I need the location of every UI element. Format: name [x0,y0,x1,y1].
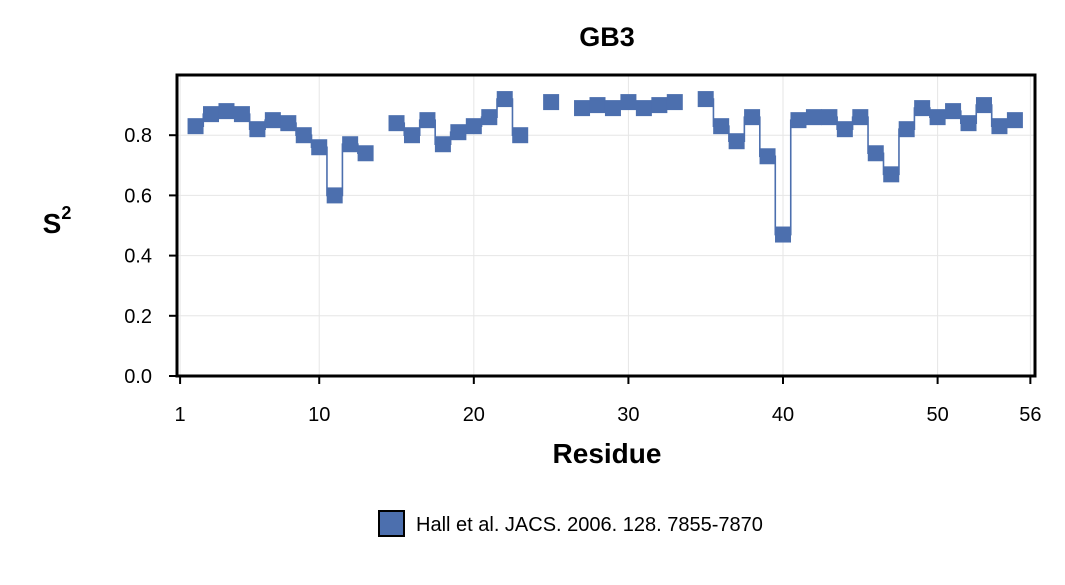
data-point [898,121,915,138]
data-point [434,136,451,153]
legend: Hall et al. JACS. 2006. 128. 7855-7870 [378,510,763,537]
data-point [450,124,467,141]
data-point [790,112,807,129]
data-point [914,100,931,117]
y-axis-label-superscript: 2 [61,203,71,223]
data-point [759,148,776,165]
data-point [852,109,869,126]
data-point [929,109,946,126]
data-point [403,127,420,144]
data-point [574,100,591,117]
data-point [187,118,204,135]
x-tick-label: 56 [1019,404,1041,426]
data-point [388,115,405,132]
x-tick-label: 40 [772,404,794,426]
data-point [620,94,637,111]
data-point [249,121,266,138]
data-point [1006,112,1023,129]
data-point [651,97,668,114]
data-point [805,109,822,126]
data-point [666,94,683,111]
data-point [280,115,297,132]
data-point [512,127,529,144]
plot-series [187,91,1023,243]
data-point [883,166,900,183]
data-point [713,118,730,135]
data-point [589,97,606,114]
x-tick-label: 30 [617,404,639,426]
plot-frame [175,73,1037,378]
data-point [744,109,761,126]
data-point [728,133,745,150]
data-point [326,187,343,204]
data-point [233,106,250,123]
legend-label: Hall et al. JACS. 2006. 128. 7855-7870 [416,514,763,536]
y-tick-label: 0.2 [124,306,152,328]
data-point [465,118,482,135]
data-point [604,100,621,117]
data-point [357,145,374,162]
legend-swatch [378,510,405,537]
data-point [775,226,792,243]
data-point [481,109,498,126]
data-point [419,112,436,129]
y-axis: 0.0 0.2 0.4 0.6 0.8 [124,125,177,388]
x-axis: 1 10 20 30 40 50 56 [175,376,1041,426]
data-point [295,127,312,144]
data-point [836,121,853,138]
data-point [945,103,962,120]
data-point [821,109,838,126]
x-tick-label: 1 [175,404,186,426]
x-tick-label: 10 [308,404,330,426]
data-point [635,100,652,117]
data-point [960,115,977,132]
data-point [543,94,560,111]
data-point [311,139,328,156]
data-point [697,91,714,108]
y-axis-label-base: S [43,208,62,239]
x-axis-label: Residue [553,438,662,469]
y-tick-label: 0.0 [124,366,152,388]
grid [177,75,1035,377]
data-point [342,136,359,153]
chart-title: GB3 [579,22,635,52]
y-tick-label: 0.4 [124,246,152,268]
x-tick-label: 20 [463,404,485,426]
y-tick-label: 0.6 [124,185,152,207]
series-step-segment [783,119,799,236]
data-point [975,97,992,114]
data-point [218,103,235,120]
y-tick-label: 0.8 [124,125,152,147]
y-axis-label: S2 [43,203,72,239]
data-point [496,91,513,108]
x-tick-label: 50 [926,404,948,426]
data-point [203,106,220,123]
data-point [991,118,1008,135]
data-point [264,112,281,129]
data-point [867,145,884,162]
